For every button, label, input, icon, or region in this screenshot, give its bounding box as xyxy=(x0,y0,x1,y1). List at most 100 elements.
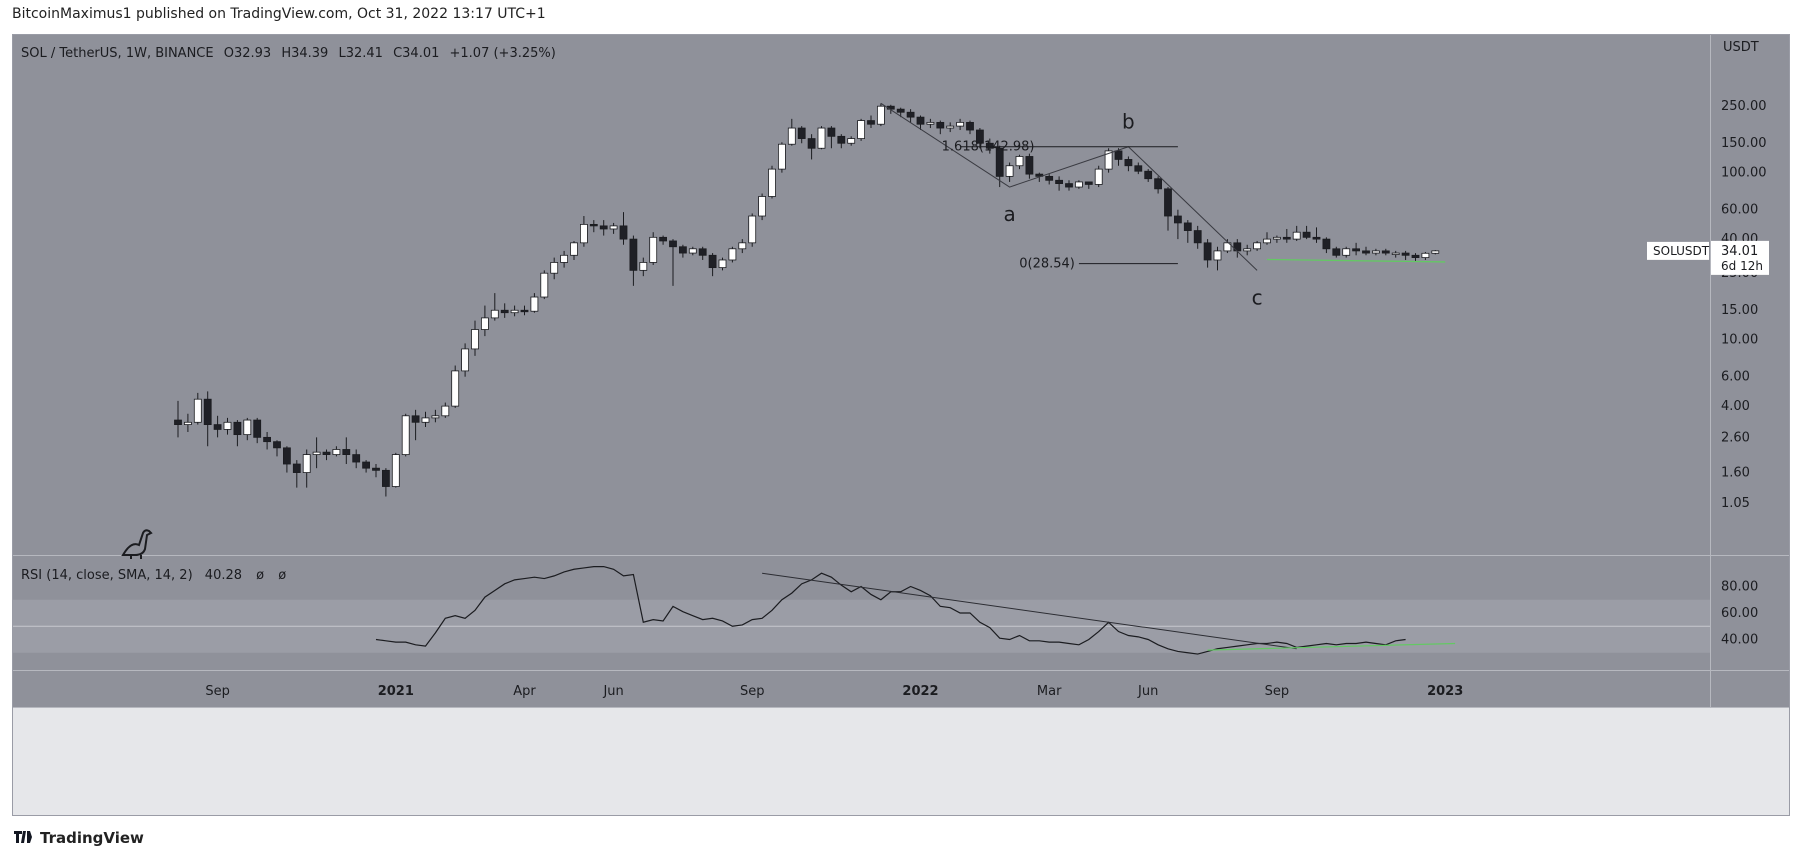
footer-brand[interactable]: TradingView xyxy=(14,829,144,847)
candle[interactable] xyxy=(877,103,885,127)
candle[interactable] xyxy=(203,391,212,447)
candle[interactable] xyxy=(1005,162,1014,182)
candle[interactable] xyxy=(609,222,618,234)
candle[interactable] xyxy=(688,246,697,256)
candle[interactable] xyxy=(1045,174,1054,185)
candle[interactable] xyxy=(174,400,182,438)
candle[interactable] xyxy=(827,126,836,149)
candle[interactable] xyxy=(401,413,410,457)
candle[interactable] xyxy=(649,232,658,265)
candle[interactable] xyxy=(847,136,856,146)
candle[interactable] xyxy=(421,411,430,427)
candle[interactable] xyxy=(1193,225,1202,249)
candle[interactable] xyxy=(342,437,351,465)
candle[interactable] xyxy=(778,142,786,173)
candle[interactable] xyxy=(1114,148,1123,166)
candle[interactable] xyxy=(1391,250,1400,258)
rsi-trendline[interactable] xyxy=(762,572,1297,650)
candle[interactable] xyxy=(1243,244,1252,256)
candle[interactable] xyxy=(599,220,608,236)
candle[interactable] xyxy=(520,305,529,316)
candle[interactable] xyxy=(233,420,242,447)
candle[interactable] xyxy=(1421,251,1430,260)
candle[interactable] xyxy=(1431,250,1440,255)
candle[interactable] xyxy=(391,452,400,488)
candle[interactable] xyxy=(560,250,568,268)
candle[interactable] xyxy=(1401,250,1410,260)
candle[interactable] xyxy=(570,240,578,260)
candle[interactable] xyxy=(926,118,935,129)
candle[interactable] xyxy=(669,239,677,286)
candle[interactable] xyxy=(1183,220,1192,243)
candle[interactable] xyxy=(461,343,470,377)
candle[interactable] xyxy=(263,431,272,450)
candle[interactable] xyxy=(1372,248,1380,256)
candle[interactable] xyxy=(797,126,806,144)
candle[interactable] xyxy=(619,212,628,245)
candle[interactable] xyxy=(956,118,964,131)
candle[interactable] xyxy=(708,253,717,277)
candle[interactable] xyxy=(1273,235,1281,243)
candle[interactable] xyxy=(1134,162,1143,175)
candle[interactable] xyxy=(1381,248,1390,256)
candle[interactable] xyxy=(1154,176,1162,194)
price-support-line[interactable] xyxy=(1266,258,1446,263)
candle[interactable] xyxy=(1213,246,1222,271)
candle[interactable] xyxy=(1124,156,1133,172)
rsi-support-line[interactable] xyxy=(1207,642,1456,651)
candle[interactable] xyxy=(807,134,816,160)
candle[interactable] xyxy=(411,409,420,441)
candle[interactable] xyxy=(1263,232,1271,245)
candle[interactable] xyxy=(372,464,380,478)
candle[interactable] xyxy=(362,460,371,473)
candle[interactable] xyxy=(243,417,252,441)
candle[interactable] xyxy=(857,118,865,141)
candle[interactable] xyxy=(510,305,519,317)
candle[interactable] xyxy=(292,460,301,488)
candle[interactable] xyxy=(490,293,499,321)
candle[interactable] xyxy=(976,128,984,149)
candle[interactable] xyxy=(728,246,737,263)
candle[interactable] xyxy=(1322,237,1331,254)
candle[interactable] xyxy=(867,115,875,129)
candle[interactable] xyxy=(589,220,598,233)
candle[interactable] xyxy=(817,126,826,150)
chart-svg[interactable]: SOL / TetherUS, 1W, BINANCE O32.93 H34.3… xyxy=(13,35,1789,815)
candle[interactable] xyxy=(441,402,450,418)
candle[interactable] xyxy=(1094,165,1103,188)
abc-wave-line[interactable] xyxy=(880,102,1258,271)
candle[interactable] xyxy=(381,468,390,497)
price-pane[interactable] xyxy=(13,35,1710,555)
candle[interactable] xyxy=(787,118,796,146)
candle[interactable] xyxy=(1055,176,1063,191)
candle[interactable] xyxy=(530,293,539,313)
candle[interactable] xyxy=(896,107,905,118)
candle[interactable] xyxy=(679,244,687,258)
candle[interactable] xyxy=(966,120,974,135)
candle[interactable] xyxy=(639,257,648,277)
candle[interactable] xyxy=(698,246,707,260)
candle[interactable] xyxy=(193,392,202,425)
candle[interactable] xyxy=(1065,180,1073,191)
candle[interactable] xyxy=(1362,246,1370,256)
candle[interactable] xyxy=(223,417,232,435)
candle[interactable] xyxy=(253,417,262,444)
candle[interactable] xyxy=(183,413,192,432)
candle[interactable] xyxy=(312,437,321,469)
candle[interactable] xyxy=(718,257,727,271)
candle[interactable] xyxy=(451,365,460,408)
candle[interactable] xyxy=(946,122,955,133)
candle[interactable] xyxy=(1352,242,1360,256)
candle[interactable] xyxy=(213,415,222,438)
candle[interactable] xyxy=(1025,153,1034,179)
candle[interactable] xyxy=(540,270,549,300)
candle[interactable] xyxy=(936,120,945,135)
candle[interactable] xyxy=(738,239,747,254)
candle[interactable] xyxy=(1411,253,1420,262)
candle[interactable] xyxy=(580,216,588,247)
candle[interactable] xyxy=(1312,227,1321,243)
candle[interactable] xyxy=(748,213,757,247)
candle[interactable] xyxy=(837,134,846,149)
candle[interactable] xyxy=(332,446,341,457)
candle[interactable] xyxy=(629,235,638,286)
